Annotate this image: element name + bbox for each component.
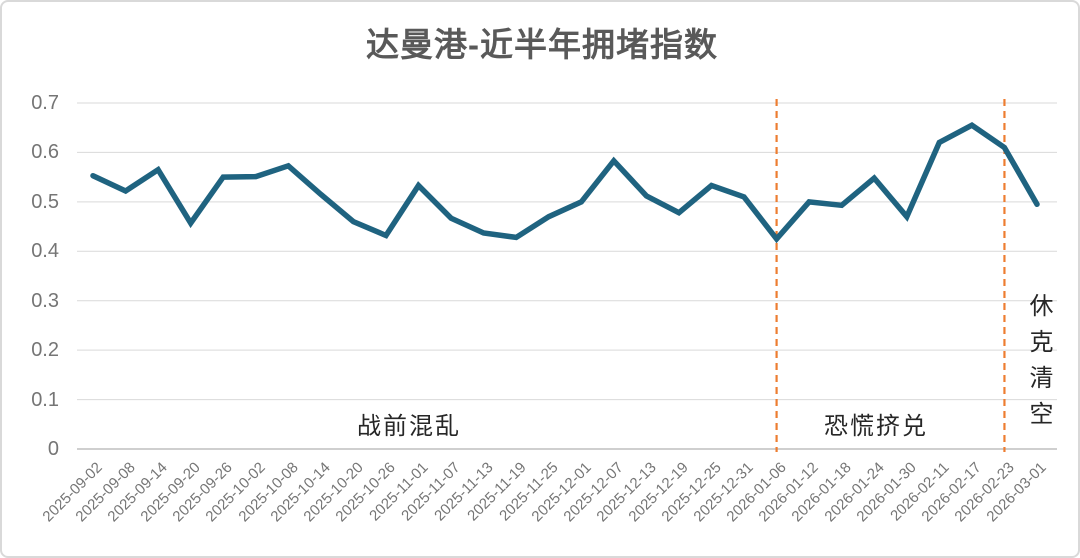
series-line-congestion-index — [90, 121, 1040, 244]
y-tick-label: 0.7 — [31, 92, 59, 114]
y-tick-label: 0.4 — [31, 240, 59, 263]
annotation-pre-war-chaos: 战前混乱 — [357, 413, 461, 440]
y-tick-label: 0 — [47, 438, 59, 460]
y-tick-label: 0.1 — [31, 388, 59, 411]
y-tick-label: 0.3 — [31, 289, 59, 312]
y-tick-label: 0.5 — [31, 190, 59, 213]
y-tick-label: 0.2 — [31, 339, 59, 362]
chart-title: 达曼港-近半年拥堵指数 — [366, 26, 718, 63]
annotation-shock-clearing: 休克清空 — [1025, 293, 1052, 437]
annotation-panic-bank-run: 恐慌挤兑 — [824, 413, 928, 440]
y-tick-label: 0.6 — [31, 141, 59, 164]
